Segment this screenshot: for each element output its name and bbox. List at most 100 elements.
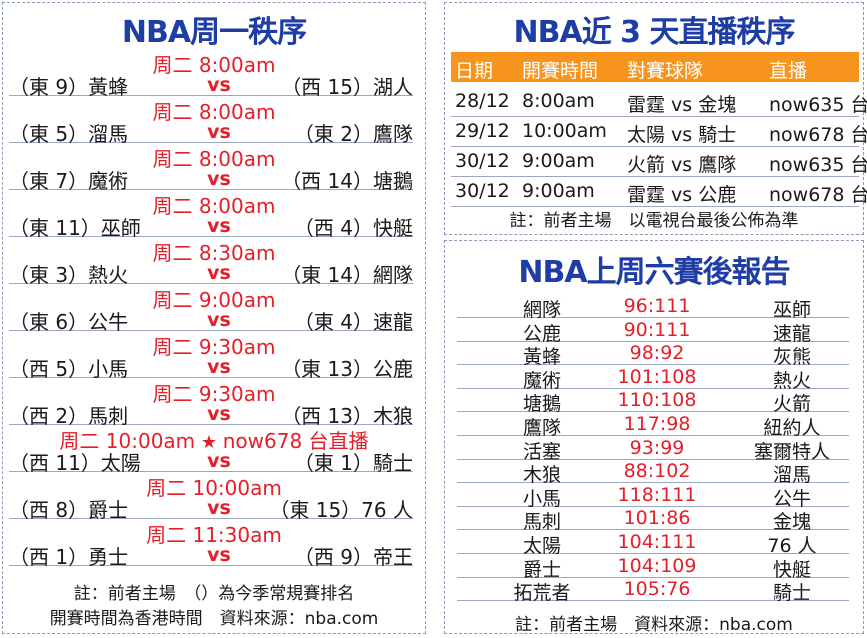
vs-label: vs	[207, 215, 231, 237]
result-away-team: 巫師	[772, 299, 811, 321]
game-item: 周二 9:30am （西 2）馬刺 vs （西 13）木狼	[3, 378, 425, 428]
result-away-team: 金塊	[772, 511, 811, 534]
result-home-team: 小馬	[522, 487, 561, 510]
game-item: 周二 11:30am （西 1）勇士 vs （西 9）帝王	[3, 519, 425, 569]
broadcast-schedule-panel: NBA近 3 天直播秩序 日期 開賽時間 對賽球隊 直播 28/12 8:00am…	[444, 2, 867, 235]
vs-label: vs	[207, 168, 231, 190]
away-team: （西 15）湖人	[281, 75, 413, 99]
result-row: 馬刺 101:86 金塊	[457, 506, 849, 533]
vs-label: vs	[207, 497, 231, 519]
game-time: 周二 8:00am	[3, 190, 425, 219]
vs-label: vs	[207, 74, 231, 96]
result-home-team: 魔術	[522, 369, 561, 392]
result-score: 96:111	[623, 295, 691, 317]
matchup-row: （東 9）黃蜂 vs （西 15）湖人	[9, 71, 413, 99]
results-panel: NBA上周六賽後報告 網隊 96:111 巫師 公鹿 90:111 速龍 黃蜂 98:92 灰熊…	[444, 240, 864, 635]
matchup-row: （東 7）魔術 vs （西 14）塘鵝	[9, 165, 413, 193]
result-away-team: 熱火	[772, 369, 811, 392]
cell-channel: now635 台	[769, 94, 867, 116]
matchup-row: （西 1）勇士 vs （西 9）帝王	[9, 541, 413, 569]
result-score: 101:86	[623, 507, 691, 530]
game-time: 周二 9:00am	[3, 284, 425, 313]
home-team: （西 8）爵士	[9, 498, 129, 522]
result-score: 117:98	[623, 413, 691, 435]
game-time-text: 周二 9:30am	[152, 335, 276, 359]
broadcast-note: 註：前者主場 以電視台最後公佈為準	[509, 211, 799, 231]
away-team: （西 14）塘鵝	[281, 169, 413, 193]
weekly-schedule-title: NBA周一秩序	[121, 15, 307, 50]
home-team: （東 6）公牛	[9, 310, 129, 334]
result-row: 拓荒者 105:76 騎士	[457, 577, 849, 604]
game-time-text: 周二 9:30am	[152, 382, 276, 406]
cell-channel: now635 台	[769, 154, 867, 176]
cell-time: 9:00am	[522, 150, 595, 172]
result-score: 104:111	[617, 531, 697, 553]
results-title: NBA上周六賽後報告	[518, 255, 790, 290]
result-home-team: 木狼	[522, 464, 561, 487]
weekly-schedule-panel: NBA周一秩序 周二 8:00am （東 9）黃蜂 vs （西 15）湖人 周二 8:0…	[2, 2, 426, 634]
vs-label: vs	[207, 544, 231, 566]
game-item: 周二 8:00am （東 9）黃蜂 vs （西 15）湖人	[3, 49, 425, 99]
game-time-text: 周二 10:00am	[59, 429, 196, 453]
result-home-team: 網隊	[522, 299, 561, 321]
home-team: （東 9）黃蜂	[9, 75, 129, 99]
home-team: （東 11）巫師	[9, 216, 141, 240]
result-away-team: 76 人	[767, 535, 817, 557]
result-row: 公鹿 90:111 速龍	[457, 318, 849, 345]
cell-date: 28/12	[455, 90, 510, 112]
game-time-text: 周二 8:30am	[152, 241, 276, 265]
result-row: 網隊 96:111 巫師	[457, 294, 849, 321]
result-away-team: 灰熊	[772, 346, 811, 369]
matchup-row: （西 5）小馬 vs （東 13）公鹿	[9, 353, 413, 381]
cell-time: 8:00am	[522, 90, 595, 112]
result-row: 魔術 101:108 熱火	[457, 365, 849, 392]
result-away-team: 塞爾特人	[753, 440, 830, 463]
game-time: 周二 11:30am	[3, 519, 425, 548]
vs-label: vs	[207, 403, 231, 425]
vs-label: vs	[207, 450, 231, 472]
matchup-row: （東 11）巫師 vs （西 4）快艇	[9, 212, 413, 240]
home-team: （西 5）小馬	[9, 357, 129, 381]
weekly-note-1: 註：前者主場 （）為今季常規賽排名	[73, 584, 355, 604]
result-away-team: 快艇	[772, 558, 811, 581]
result-row: 黃蜂 98:92 灰熊	[457, 341, 849, 368]
result-home-team: 鷹隊	[522, 417, 561, 439]
result-away-team: 公牛	[772, 487, 811, 510]
star-icon: ★	[195, 432, 223, 453]
vs-label: vs	[207, 121, 231, 143]
away-team: （西 4）快艇	[293, 216, 413, 240]
game-item: 周二 8:00am （東 7）魔術 vs （西 14）塘鵝	[3, 143, 425, 193]
game-time: 周二 8:30am	[3, 237, 425, 266]
result-score: 101:108	[617, 365, 697, 388]
header-date: 日期	[455, 60, 494, 82]
cell-channel: now678 台	[769, 184, 867, 206]
home-team: （西 2）馬刺	[9, 404, 129, 428]
result-home-team: 爵士	[522, 558, 561, 581]
game-item: 周二 10:00am （西 8）爵士 vs （東 15）76 人	[3, 472, 425, 522]
cell-channel: now678 台	[769, 124, 867, 146]
result-home-team: 公鹿	[522, 322, 561, 345]
weekly-note-2: 開賽時間為香港時間 資料來源：nba.com	[49, 609, 379, 629]
live-broadcast-label: now678 台直播	[222, 429, 369, 453]
result-away-team: 溜馬	[772, 464, 811, 487]
result-row: 小馬 118:111 公牛	[457, 483, 849, 510]
broadcast-table-header: 日期 開賽時間 對賽球隊 直播	[451, 52, 859, 82]
result-home-team: 馬刺	[522, 511, 561, 534]
game-time: 周二 8:00am	[3, 96, 425, 125]
cell-time: 10:00am	[522, 120, 607, 142]
result-home-team: 拓荒者	[513, 582, 571, 605]
matchup-row: （東 5）溜馬 vs （東 2）鷹隊	[9, 118, 413, 146]
result-row: 木狼 88:102 溜馬	[457, 459, 849, 486]
game-time-text: 周二 8:00am	[152, 100, 276, 124]
home-team: （東 3）熱火	[9, 263, 129, 287]
away-team: （東 4）速龍	[293, 310, 413, 334]
result-away-team: 火箭	[772, 393, 811, 416]
result-score: 88:102	[623, 460, 691, 483]
matchup-row: （東 3）熱火 vs （東 14）網隊	[9, 259, 413, 287]
result-score: 105:76	[623, 578, 691, 601]
result-away-team: 紐約人	[763, 417, 821, 439]
result-home-team: 黃蜂	[522, 346, 561, 369]
broadcast-row: 28/12 8:00am 雷霆 vs 金塊 now635 台	[451, 86, 867, 117]
game-item: 周二 9:30am （西 5）小馬 vs （東 13）公鹿	[3, 331, 425, 381]
broadcast-row: 30/12 9:00am 火箭 vs 鷹隊 now635 台	[451, 146, 867, 177]
